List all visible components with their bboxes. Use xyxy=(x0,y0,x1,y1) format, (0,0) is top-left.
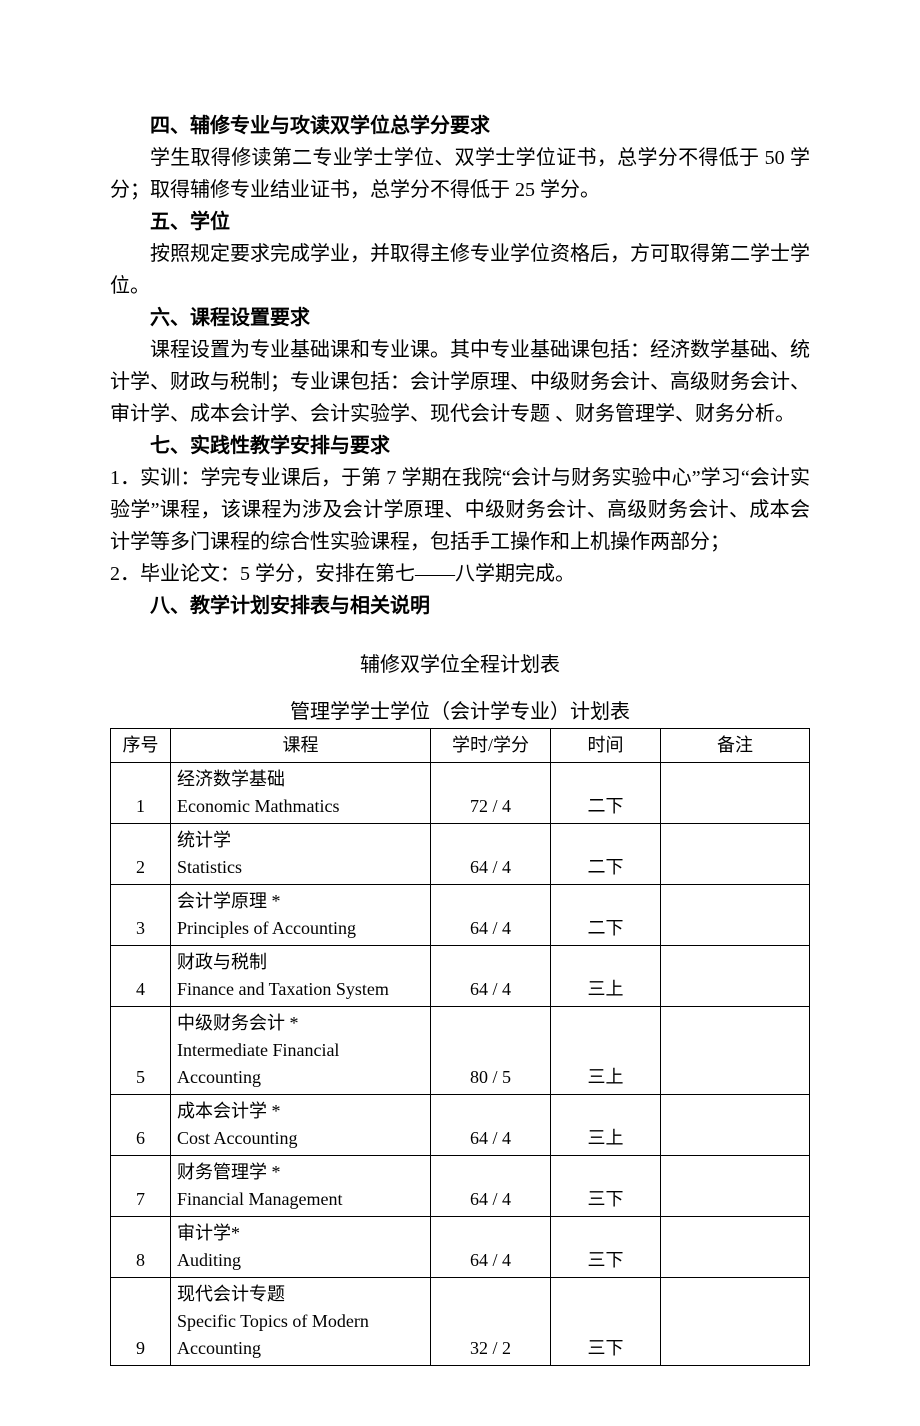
cell-credit: 72 / 4 xyxy=(431,763,551,824)
table-subcaption: 管理学学士学位（会计学专业）计划表 xyxy=(110,695,810,724)
table-row: 1经济数学基础Economic Mathmatics72 / 4二下 xyxy=(111,763,810,824)
cell-seq: 2 xyxy=(111,824,171,885)
cell-term: 三下 xyxy=(551,1156,661,1217)
col-note: 备注 xyxy=(661,729,810,763)
col-credit: 学时/学分 xyxy=(431,729,551,763)
table-row: 8审计学*Auditing64 / 4三下 xyxy=(111,1217,810,1278)
course-name-en: Statistics xyxy=(177,854,424,881)
cell-course: 财务管理学 *Financial Management xyxy=(171,1156,431,1217)
cell-term: 二下 xyxy=(551,885,661,946)
cell-seq: 1 xyxy=(111,763,171,824)
course-name-cn: 中级财务会计 * xyxy=(177,1010,424,1037)
cell-term: 三上 xyxy=(551,1095,661,1156)
cell-note xyxy=(661,1156,810,1217)
course-name-cn: 会计学原理 * xyxy=(177,888,424,915)
cell-term: 三上 xyxy=(551,1007,661,1095)
cell-seq: 4 xyxy=(111,946,171,1007)
cell-course: 成本会计学 *Cost Accounting xyxy=(171,1095,431,1156)
section-5-heading: 五、学位 xyxy=(110,206,810,238)
cell-credit: 32 / 2 xyxy=(431,1278,551,1366)
table-row: 2统计学Statistics64 / 4二下 xyxy=(111,824,810,885)
cell-term: 三下 xyxy=(551,1278,661,1366)
cell-course: 中级财务会计 *Intermediate Financial Accountin… xyxy=(171,1007,431,1095)
table-caption: 辅修双学位全程计划表 xyxy=(110,648,810,677)
course-name-en: Principles of Accounting xyxy=(177,915,424,942)
cell-seq: 9 xyxy=(111,1278,171,1366)
col-course: 课程 xyxy=(171,729,431,763)
section-7-heading: 七、实践性教学安排与要求 xyxy=(110,430,810,462)
course-name-en: Specific Topics of Modern Accounting xyxy=(177,1308,424,1362)
cell-term: 二下 xyxy=(551,763,661,824)
section-4-heading: 四、辅修专业与攻读双学位总学分要求 xyxy=(110,110,810,142)
cell-seq: 5 xyxy=(111,1007,171,1095)
cell-course: 经济数学基础Economic Mathmatics xyxy=(171,763,431,824)
col-seq: 序号 xyxy=(111,729,171,763)
cell-credit: 64 / 4 xyxy=(431,1095,551,1156)
section-6-body: 课程设置为专业基础课和专业课。其中专业基础课包括：经济数学基础、统计学、财政与税… xyxy=(110,334,810,430)
plan-table-body: 1经济数学基础Economic Mathmatics72 / 4二下2统计学St… xyxy=(111,763,810,1366)
table-header-row: 序号 课程 学时/学分 时间 备注 xyxy=(111,729,810,763)
course-name-en: Auditing xyxy=(177,1247,424,1274)
cell-seq: 3 xyxy=(111,885,171,946)
cell-note xyxy=(661,1217,810,1278)
table-row: 7财务管理学 *Financial Management64 / 4三下 xyxy=(111,1156,810,1217)
course-name-en: Financial Management xyxy=(177,1186,424,1213)
section-4-body: 学生取得修读第二专业学士学位、双学士学位证书，总学分不得低于 50 学分；取得辅… xyxy=(110,142,810,206)
cell-course: 财政与税制Finance and Taxation System xyxy=(171,946,431,1007)
course-name-cn: 财务管理学 * xyxy=(177,1159,424,1186)
cell-credit: 64 / 4 xyxy=(431,885,551,946)
course-name-cn: 成本会计学 * xyxy=(177,1098,424,1125)
course-name-cn: 统计学 xyxy=(177,827,424,854)
col-term: 时间 xyxy=(551,729,661,763)
cell-seq: 7 xyxy=(111,1156,171,1217)
course-name-en: Economic Mathmatics xyxy=(177,793,424,820)
course-name-en: Cost Accounting xyxy=(177,1125,424,1152)
cell-seq: 6 xyxy=(111,1095,171,1156)
section-5-body: 按照规定要求完成学业，并取得主修专业学位资格后，方可取得第二学士学位。 xyxy=(110,238,810,302)
cell-note xyxy=(661,885,810,946)
cell-term: 二下 xyxy=(551,824,661,885)
cell-note xyxy=(661,946,810,1007)
cell-course: 会计学原理 *Principles of Accounting xyxy=(171,885,431,946)
course-name-en: Finance and Taxation System xyxy=(177,976,424,1003)
cell-seq: 8 xyxy=(111,1217,171,1278)
cell-course: 统计学Statistics xyxy=(171,824,431,885)
cell-note xyxy=(661,763,810,824)
section-8-heading: 八、教学计划安排表与相关说明 xyxy=(110,590,810,622)
section-6-heading: 六、课程设置要求 xyxy=(110,302,810,334)
cell-credit: 80 / 5 xyxy=(431,1007,551,1095)
cell-course: 现代会计专题Specific Topics of Modern Accounti… xyxy=(171,1278,431,1366)
table-row: 5中级财务会计 *Intermediate Financial Accounti… xyxy=(111,1007,810,1095)
cell-credit: 64 / 4 xyxy=(431,1156,551,1217)
course-name-en: Intermediate Financial Accounting xyxy=(177,1037,424,1091)
cell-credit: 64 / 4 xyxy=(431,1217,551,1278)
cell-term: 三上 xyxy=(551,946,661,1007)
table-row: 9现代会计专题Specific Topics of Modern Account… xyxy=(111,1278,810,1366)
cell-note xyxy=(661,824,810,885)
table-row: 3会计学原理 *Principles of Accounting64 / 4二下 xyxy=(111,885,810,946)
document-page: 四、辅修专业与攻读双学位总学分要求 学生取得修读第二专业学士学位、双学士学位证书… xyxy=(0,0,920,1426)
course-name-cn: 财政与税制 xyxy=(177,949,424,976)
table-row: 6成本会计学 *Cost Accounting64 / 4三上 xyxy=(111,1095,810,1156)
course-name-cn: 现代会计专题 xyxy=(177,1281,424,1308)
cell-note xyxy=(661,1007,810,1095)
cell-term: 三下 xyxy=(551,1217,661,1278)
cell-credit: 64 / 4 xyxy=(431,946,551,1007)
course-name-cn: 经济数学基础 xyxy=(177,766,424,793)
cell-note xyxy=(661,1095,810,1156)
cell-credit: 64 / 4 xyxy=(431,824,551,885)
course-name-cn: 审计学* xyxy=(177,1220,424,1247)
section-7-line-2: 2．毕业论文：5 学分，安排在第七——八学期完成。 xyxy=(110,558,810,590)
cell-course: 审计学*Auditing xyxy=(171,1217,431,1278)
table-row: 4财政与税制Finance and Taxation System64 / 4三… xyxy=(111,946,810,1007)
section-7-line-1: 1．实训：学完专业课后，于第 7 学期在我院“会计与财务实验中心”学习“会计实验… xyxy=(110,462,810,558)
plan-table: 序号 课程 学时/学分 时间 备注 1经济数学基础Economic Mathma… xyxy=(110,728,810,1366)
cell-note xyxy=(661,1278,810,1366)
